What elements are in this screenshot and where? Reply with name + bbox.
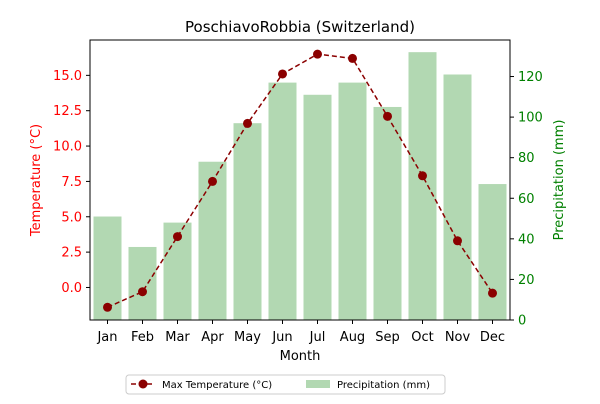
x-tick-label-oct: Oct (411, 330, 433, 345)
precipitation-bar-may (233, 123, 262, 320)
left-y-tick-label: 0.0 (61, 281, 82, 296)
right-y-tick-label: 120 (518, 70, 543, 85)
legend-box (125, 374, 446, 395)
temperature-point-oct (418, 171, 427, 181)
x-tick-label-sep: Sep (375, 330, 400, 345)
legend-label-temperature: Max Temperature (°C) (162, 380, 272, 391)
temperature-point-aug (348, 53, 357, 63)
precipitation-bar-dec (478, 184, 507, 320)
x-tick-label-jun: Jun (271, 330, 292, 345)
precipitation-bar-nov (443, 74, 472, 320)
x-axis-label: Month (280, 349, 321, 364)
temperature-line-path (107, 53, 494, 308)
temperature-point-jan (103, 302, 112, 312)
left-y-tick-label: 15.0 (53, 69, 82, 84)
left-y-tick-label: 12.5 (53, 104, 82, 119)
precipitation-bar-oct (408, 52, 437, 320)
x-tick-label-jul: Jul (309, 330, 326, 345)
legend: Max Temperature (°C) Precipitation (mm) (125, 374, 446, 395)
left-y-tick-label: 7.5 (61, 175, 82, 190)
right-y-axis-ticks: 0 20 40 60 80 100 120 (510, 70, 543, 329)
x-tick-label-dec: Dec (480, 330, 505, 345)
legend-label-precipitation: Precipitation (mm) (337, 380, 430, 391)
precipitation-bar-sep (373, 106, 402, 321)
left-y-axis-label: Temperature (°C) (29, 124, 44, 237)
x-tick-label-apr: Apr (201, 330, 224, 345)
precipitation-bar-feb (128, 246, 157, 320)
left-y-tick-label: 10.0 (53, 140, 82, 155)
left-y-tick-label: 5.0 (61, 210, 82, 225)
plot-frame (89, 39, 511, 321)
temperature-point-nov (453, 236, 462, 246)
precipitation-bar-apr (198, 161, 227, 320)
right-y-tick-label: 20 (518, 273, 535, 288)
right-y-tick-label: 40 (518, 232, 535, 247)
precipitation-bar-aug (338, 82, 367, 320)
right-y-tick-label: 100 (518, 111, 543, 126)
temperature-point-jul (313, 49, 322, 59)
right-y-tick-label: 0 (518, 314, 526, 329)
x-tick-label-aug: Aug (340, 330, 365, 345)
left-y-tick-label: 2.5 (61, 246, 82, 261)
temperature-markers (103, 49, 497, 312)
temperature-point-dec (488, 288, 497, 298)
temperature-point-may (243, 118, 252, 128)
legend-bar-swatch (306, 380, 330, 388)
temperature-point-feb (138, 287, 147, 297)
temperature-point-apr (208, 176, 217, 186)
right-y-axis-label: Precipitation (mm) (552, 120, 567, 241)
x-tick-label-nov: Nov (445, 330, 471, 345)
temperature-point-sep (383, 111, 392, 121)
x-tick-label-may: May (234, 330, 261, 345)
temperature-point-mar (173, 232, 182, 242)
temperature-line (107, 53, 494, 308)
precipitation-bar-jul (303, 94, 332, 320)
temperature-point-jun (278, 69, 287, 79)
precipitation-bar-jun (268, 82, 297, 320)
chart-title: PoschiavoRobbia (Switzerland) (185, 18, 415, 36)
legend-marker-swatch (138, 379, 148, 389)
x-tick-label-feb: Feb (131, 330, 154, 345)
x-axis-ticks: Jan Feb Mar Apr May Jun Jul Aug Sep Oct Nov Dec (96, 320, 505, 345)
right-y-tick-label: 60 (518, 192, 535, 207)
right-y-tick-label: 80 (518, 151, 535, 166)
left-y-axis-ticks: 0.0 2.5 5.0 7.5 10.0 12.5 15.0 (53, 69, 90, 296)
x-tick-label-jan: Jan (96, 330, 117, 345)
x-tick-label-mar: Mar (165, 330, 190, 345)
